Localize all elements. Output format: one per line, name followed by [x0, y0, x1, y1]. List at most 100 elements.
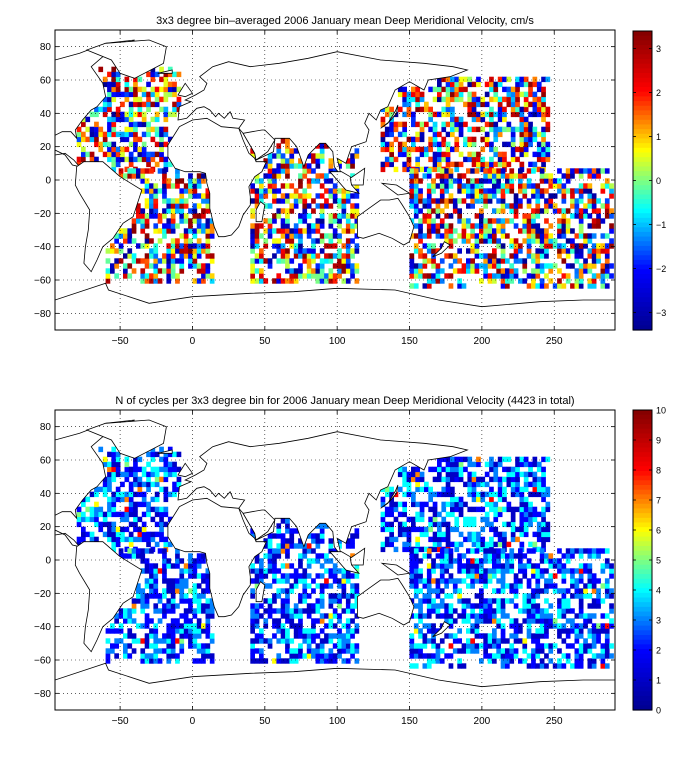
bin-cell	[445, 96, 451, 103]
bin-cell	[280, 253, 286, 259]
bin-cell	[337, 598, 342, 604]
bin-cell	[492, 628, 497, 634]
bin-cell	[328, 188, 334, 194]
bin-cell	[188, 243, 193, 249]
bin-cell	[539, 283, 545, 289]
bin-cell	[406, 486, 412, 493]
bin-cell	[489, 111, 494, 118]
bin-cell	[350, 158, 355, 164]
bin-cell	[406, 531, 412, 538]
bin-cell	[350, 238, 355, 244]
bin-cell	[406, 536, 412, 543]
bin-cell	[170, 633, 176, 639]
bin-cell	[544, 198, 549, 204]
bin-cell	[541, 96, 546, 103]
bin-cell	[541, 141, 546, 148]
bin-cell	[406, 96, 412, 103]
bin-cell	[328, 218, 334, 224]
bin-cell	[136, 553, 141, 559]
bin-cell	[467, 136, 473, 143]
landmass-outline	[380, 484, 399, 509]
bin-cell	[492, 613, 497, 619]
bin-cell	[523, 516, 529, 523]
bin-cell	[114, 238, 119, 244]
bin-cell	[470, 203, 475, 209]
bin-cell	[483, 233, 488, 239]
bin-cell	[328, 278, 334, 284]
bin-cell	[319, 223, 325, 229]
bin-cell	[474, 238, 480, 244]
bin-cell	[345, 573, 351, 579]
bin-cell	[146, 536, 151, 543]
bin-cell	[162, 168, 167, 174]
bin-cell	[170, 578, 176, 584]
bin-cell	[604, 183, 610, 189]
colorbar-segment	[633, 175, 652, 182]
bin-cell	[188, 603, 193, 609]
bin-cell	[476, 476, 481, 483]
bin-cell	[536, 111, 542, 118]
bin-cell	[153, 568, 159, 574]
bin-cell	[519, 521, 525, 528]
colorbar-segment	[633, 40, 652, 46]
bin-cell	[250, 608, 255, 614]
bin-cell	[166, 278, 172, 284]
bin-cell	[183, 203, 189, 209]
bin-cell	[565, 253, 571, 259]
bin-cell	[140, 658, 146, 664]
bin-cell	[302, 588, 308, 594]
bin-cell	[483, 258, 488, 264]
bin-cell	[285, 183, 290, 189]
bin-cell	[458, 116, 464, 123]
bin-cell	[471, 126, 477, 133]
bin-cell	[209, 638, 215, 644]
bin-cell	[528, 491, 533, 498]
bin-cell	[548, 553, 554, 559]
bin-cell	[445, 101, 451, 108]
bin-cell	[431, 183, 436, 189]
bin-cell	[457, 183, 462, 189]
bin-cell	[545, 111, 551, 118]
bin-cell	[570, 553, 575, 559]
bin-cell	[409, 563, 415, 569]
bin-cell	[328, 203, 334, 209]
bin-cell	[591, 218, 597, 224]
bin-cell	[267, 258, 273, 264]
bin-cell	[120, 146, 125, 153]
bin-cell	[289, 608, 295, 614]
bin-cell	[162, 568, 167, 574]
bin-cell	[146, 541, 151, 548]
bin-cell	[170, 228, 176, 234]
bin-cell	[162, 223, 167, 229]
bin-cell	[115, 536, 121, 543]
bin-cell	[548, 643, 554, 649]
bin-cell	[506, 476, 512, 483]
bin-cell	[354, 623, 360, 629]
bin-cell	[519, 531, 525, 538]
bin-cell	[380, 546, 386, 553]
bin-cell	[483, 253, 488, 259]
bin-cell	[419, 96, 425, 103]
bin-cell	[471, 541, 477, 548]
bin-cell	[397, 466, 403, 473]
bin-cell	[526, 608, 532, 614]
bin-cell	[437, 156, 442, 163]
bin-cell	[513, 603, 519, 609]
bin-cell	[552, 618, 558, 624]
bin-cell	[445, 486, 451, 493]
bin-cell	[457, 213, 462, 219]
bin-cell	[432, 531, 438, 538]
bin-cell	[454, 96, 460, 103]
bin-cell	[166, 248, 172, 254]
bin-cell	[467, 106, 473, 113]
bin-cell	[596, 633, 601, 639]
bin-cell	[578, 643, 584, 649]
bin-cell	[448, 263, 454, 269]
bin-cell	[259, 603, 264, 609]
bin-cell	[526, 603, 532, 609]
bin-cell	[118, 173, 124, 179]
bin-cell	[115, 526, 121, 533]
bin-cell	[487, 608, 493, 614]
colorbar-segment	[633, 663, 652, 669]
bin-cell	[149, 248, 154, 254]
